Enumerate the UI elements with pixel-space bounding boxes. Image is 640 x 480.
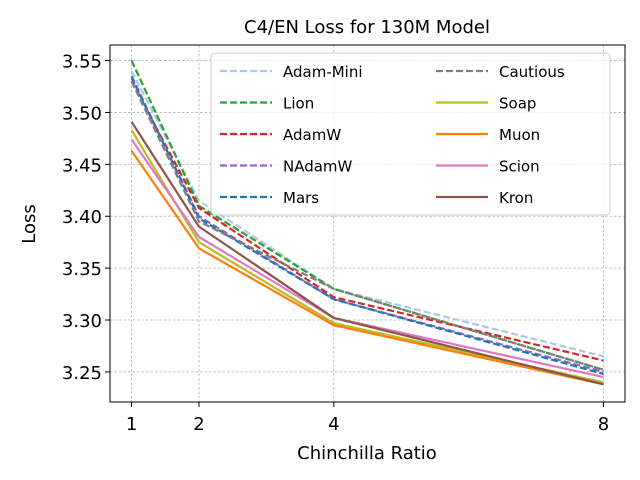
x-tick-label: 2 — [193, 414, 204, 435]
legend-label: AdamW — [283, 126, 341, 144]
legend-label: Cautious — [499, 63, 565, 81]
series-line-muon — [130, 150, 604, 386]
x-tick-label: 1 — [126, 414, 137, 435]
legend-label: Kron — [499, 189, 533, 207]
legend-label: Lion — [283, 95, 314, 113]
series-line-kron — [130, 121, 604, 386]
legend-label: Adam-Mini — [283, 63, 363, 81]
y-tick-label: 3.45 — [62, 155, 102, 176]
legend-label: Muon — [499, 126, 540, 144]
y-axis-ticks: 3.25 3.30 3.35 3.40 3.45 3.50 3.55 — [62, 52, 110, 384]
legend-box — [210, 52, 611, 216]
y-tick-label: 3.35 — [62, 259, 102, 280]
legend-label: Mars — [283, 189, 319, 207]
legend-label: Scion — [499, 158, 540, 176]
series-line-mars — [130, 75, 604, 376]
y-tick-label: 3.40 — [62, 207, 102, 228]
x-axis-title: Chinchilla Ratio — [297, 443, 437, 464]
series-line-cautious — [130, 80, 604, 371]
legend-label: Soap — [499, 95, 536, 113]
series-line-lion — [130, 60, 604, 371]
series-line-soap — [130, 129, 604, 384]
legend-label: NAdamW — [283, 158, 353, 176]
chart-title: C4/EN Loss for 130M Model — [244, 17, 490, 38]
x-tick-label: 8 — [598, 414, 609, 435]
y-axis-title: Loss — [19, 204, 40, 243]
x-axis-ticks: 1 2 4 8 — [126, 402, 609, 435]
y-tick-label: 3.25 — [62, 363, 102, 384]
series-line-scion — [130, 138, 604, 379]
y-tick-label: 3.55 — [62, 52, 102, 73]
y-tick-label: 3.30 — [62, 311, 102, 332]
series-lines — [130, 60, 604, 386]
y-tick-label: 3.50 — [62, 103, 102, 124]
x-tick-label: 4 — [328, 414, 339, 435]
plot-frame — [109, 44, 626, 403]
legend: Adam-Mini Lion AdamW NAdamW Mars Cautious Soap… — [210, 52, 611, 216]
